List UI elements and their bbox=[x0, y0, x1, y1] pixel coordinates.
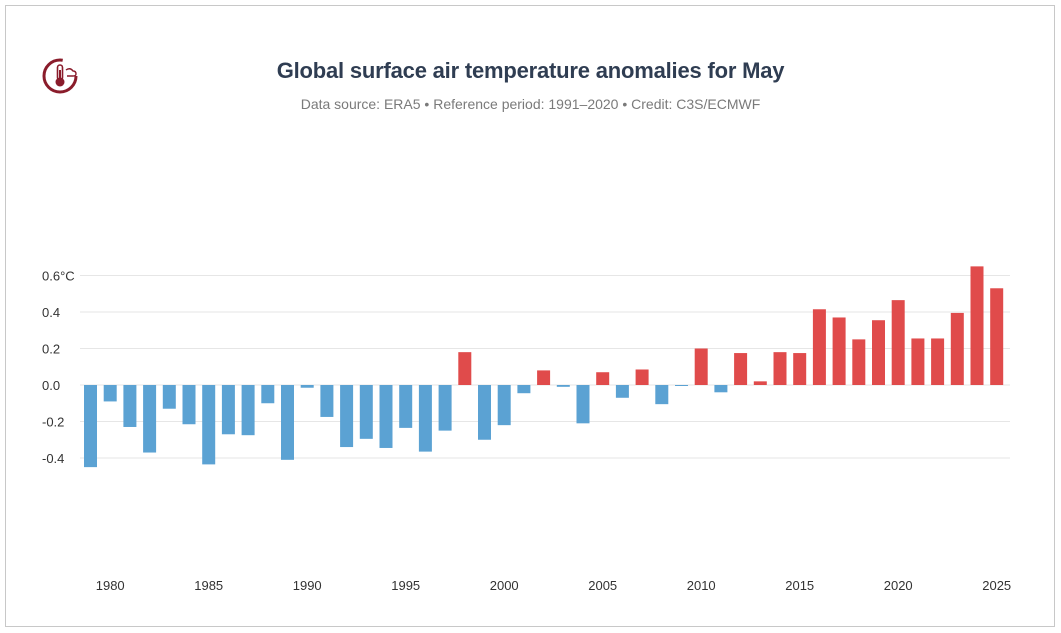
bar-2017 bbox=[832, 317, 846, 385]
x-tick-label: 1980 bbox=[96, 578, 125, 593]
thermometer-cloud-logo bbox=[38, 54, 82, 98]
chart-title: Global surface air temperature anomalies… bbox=[276, 58, 785, 83]
y-tick-label: -0.4 bbox=[42, 451, 64, 466]
bar-2022 bbox=[931, 338, 945, 385]
x-tick-label: 2015 bbox=[785, 578, 814, 593]
y-tick-label: 0.0 bbox=[42, 378, 60, 393]
x-tick-label: 1985 bbox=[194, 578, 223, 593]
bar-2014 bbox=[773, 352, 787, 385]
bar-2021 bbox=[911, 338, 925, 385]
bar-2013 bbox=[753, 381, 767, 385]
bar-2000 bbox=[497, 385, 511, 426]
bar-1996 bbox=[418, 385, 432, 452]
bar-1983 bbox=[162, 385, 176, 409]
bar-2024 bbox=[970, 266, 984, 385]
bar-2016 bbox=[812, 309, 826, 385]
bar-2002 bbox=[537, 370, 551, 385]
bar-1982 bbox=[143, 385, 157, 453]
bar-2004 bbox=[576, 385, 590, 424]
x-tick-label: 2000 bbox=[490, 578, 519, 593]
bar-2009 bbox=[675, 385, 688, 386]
bar-1985 bbox=[202, 385, 216, 465]
x-tick-label: 2005 bbox=[588, 578, 617, 593]
y-tick-label: 0.2 bbox=[42, 342, 60, 357]
bar-2005 bbox=[596, 372, 610, 385]
bar-2019 bbox=[872, 320, 885, 385]
bar-2023 bbox=[950, 312, 964, 385]
bar-2006 bbox=[615, 385, 629, 398]
x-tick-label: 1995 bbox=[391, 578, 420, 593]
bar-1984 bbox=[182, 385, 196, 425]
bar-2012 bbox=[734, 353, 748, 385]
bar-1981 bbox=[123, 385, 137, 427]
bar-2010 bbox=[694, 348, 708, 385]
bar-1995 bbox=[399, 385, 413, 428]
bar-1986 bbox=[221, 385, 235, 435]
bar-1993 bbox=[359, 385, 373, 439]
bar-1989 bbox=[281, 385, 294, 460]
bar-2015 bbox=[793, 353, 807, 385]
bar-2001 bbox=[517, 385, 531, 394]
bar-1994 bbox=[379, 385, 393, 448]
chart-frame bbox=[5, 5, 1055, 627]
bar-2018 bbox=[852, 339, 866, 385]
x-tick-label: 1990 bbox=[293, 578, 322, 593]
bar-1980 bbox=[103, 385, 117, 402]
bar-1997 bbox=[438, 385, 452, 431]
bar-2011 bbox=[714, 385, 728, 393]
bar-2007 bbox=[635, 369, 649, 385]
bar-1998 bbox=[458, 352, 472, 385]
bar-1999 bbox=[478, 385, 491, 440]
bar-1991 bbox=[320, 385, 334, 417]
bar-1992 bbox=[340, 385, 354, 448]
x-tick-label: 2010 bbox=[687, 578, 716, 593]
y-tick-label: 0.6°C bbox=[42, 269, 75, 284]
bar-1987 bbox=[241, 385, 255, 436]
x-tick-label: 2025 bbox=[982, 578, 1011, 593]
x-tick-label: 2020 bbox=[884, 578, 913, 593]
bar-2003 bbox=[556, 385, 570, 387]
y-tick-label: -0.2 bbox=[42, 415, 64, 430]
bar-2025 bbox=[990, 288, 1004, 385]
y-tick-label: 0.4 bbox=[42, 305, 60, 320]
bar-2008 bbox=[655, 385, 669, 405]
chart-subtitle: Data source: ERA5 • Reference period: 19… bbox=[300, 96, 761, 112]
bar-1988 bbox=[261, 385, 275, 404]
bar-1979 bbox=[84, 385, 97, 468]
bar-1990 bbox=[300, 385, 314, 388]
bar-2020 bbox=[891, 300, 905, 385]
